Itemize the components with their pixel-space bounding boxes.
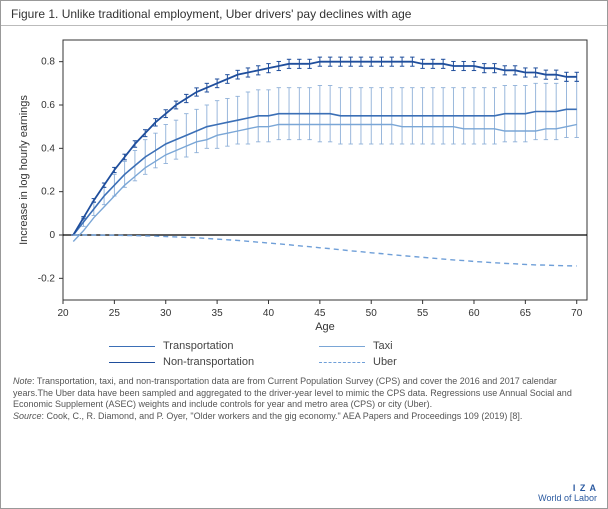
chart-svg: -0.2 0 0.2 0.4 0.6 0.8 20 25 30 35 40 45 50 55 60 65 70 I… — [11, 34, 599, 334]
note: Note: Transportation, taxi, and non-tran… — [13, 376, 595, 411]
footer-logo: I Z A World of Labor — [538, 484, 597, 504]
svg-text:-0.2: -0.2 — [38, 273, 56, 284]
legend-item: Uber — [319, 356, 499, 368]
legend-item: Transportation — [109, 340, 289, 352]
svg-text:40: 40 — [263, 308, 275, 319]
svg-text:50: 50 — [366, 308, 378, 319]
legend-swatch — [319, 346, 365, 347]
legend-item: Non-transportation — [109, 356, 289, 368]
source: Source: Cook, C., R. Diamond, and P. Oye… — [13, 411, 595, 423]
legend-item: Taxi — [319, 340, 499, 352]
figure-title: Figure 1. Unlike traditional employment,… — [1, 1, 607, 26]
note-label: Note — [13, 376, 32, 386]
svg-text:65: 65 — [520, 308, 532, 319]
svg-text:0.6: 0.6 — [41, 100, 55, 111]
source-text: : Cook, C., R. Diamond, and P. Oyer, "Ol… — [42, 411, 523, 421]
svg-text:30: 30 — [160, 308, 172, 319]
svg-text:0: 0 — [49, 230, 55, 241]
svg-text:Age: Age — [315, 321, 335, 333]
legend-label: Uber — [373, 356, 397, 368]
legend-swatch — [319, 362, 365, 363]
svg-text:0.2: 0.2 — [41, 187, 55, 198]
svg-text:20: 20 — [57, 308, 69, 319]
legend-swatch — [109, 346, 155, 347]
source-label: Source — [13, 411, 42, 421]
svg-text:55: 55 — [417, 308, 429, 319]
svg-text:70: 70 — [571, 308, 583, 319]
legend-label: Transportation — [163, 340, 234, 352]
chart-area: -0.2 0 0.2 0.4 0.6 0.8 20 25 30 35 40 45 50 55 60 65 70 I… — [11, 34, 597, 334]
note-text: : Transportation, taxi, and non-transpor… — [13, 376, 572, 409]
svg-text:0.4: 0.4 — [41, 143, 55, 154]
svg-text:60: 60 — [468, 308, 480, 319]
footer-wol: World of Labor — [538, 494, 597, 504]
svg-text:35: 35 — [212, 308, 224, 319]
legend: Transportation Taxi Non-transportation Uber — [61, 340, 547, 368]
notes-block: Note: Transportation, taxi, and non-tran… — [1, 368, 607, 423]
svg-text:45: 45 — [314, 308, 326, 319]
legend-label: Non-transportation — [163, 356, 254, 368]
svg-text:0.8: 0.8 — [41, 57, 55, 68]
svg-text:Increase in log hourly earning: Increase in log hourly earnings — [18, 95, 30, 245]
legend-label: Taxi — [373, 340, 393, 352]
legend-swatch — [109, 362, 155, 363]
figure-container: Figure 1. Unlike traditional employment,… — [0, 0, 608, 509]
svg-text:25: 25 — [109, 308, 121, 319]
